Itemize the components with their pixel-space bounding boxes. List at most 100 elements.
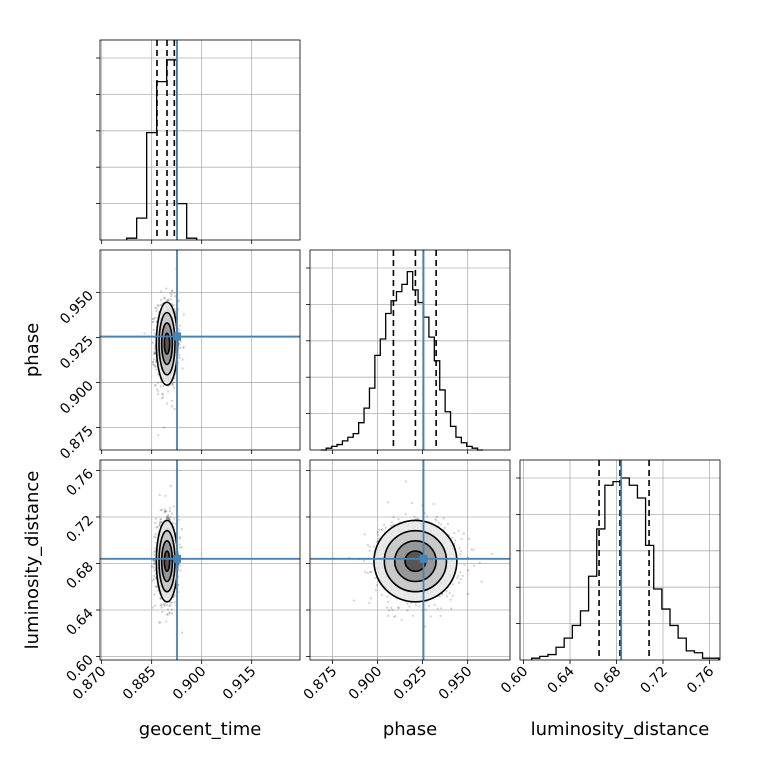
sample-point <box>392 516 395 519</box>
sample-point <box>432 502 435 506</box>
sample-point <box>165 299 168 302</box>
sample-point <box>157 304 160 308</box>
sample-point <box>179 340 182 343</box>
sample-point <box>397 606 400 609</box>
sample-point <box>418 605 421 608</box>
sample-point <box>153 574 156 577</box>
sample-point <box>166 613 169 616</box>
ytick-label-phase-2: 0.925 <box>57 333 97 373</box>
sample-point <box>423 625 427 628</box>
contour-line-0 <box>163 332 171 355</box>
sample-point <box>179 569 182 572</box>
sample-point <box>173 505 176 508</box>
sample-point <box>181 631 184 634</box>
sample-point <box>434 518 437 521</box>
sample-point <box>159 518 162 521</box>
sample-point <box>154 522 157 525</box>
panel-luminosity-distance-hist <box>520 460 720 660</box>
sample-point <box>438 595 442 598</box>
sample-point <box>159 508 162 511</box>
sample-point <box>170 295 173 298</box>
sample-point <box>152 563 155 566</box>
xtick-label-phase-2: 0.925 <box>391 664 431 704</box>
sample-point <box>153 562 156 565</box>
sample-point <box>177 299 181 302</box>
contour-line-1 <box>160 540 174 583</box>
sample-point <box>167 390 170 393</box>
sample-point <box>173 594 176 597</box>
sample-point <box>160 397 163 400</box>
sample-point <box>163 508 166 511</box>
sample-point <box>152 328 155 332</box>
sample-point <box>478 561 481 564</box>
sample-point <box>165 510 168 513</box>
sample-point <box>385 606 389 609</box>
sample-point <box>167 299 170 302</box>
sample-point <box>164 510 167 513</box>
sample-point <box>445 590 448 593</box>
sample-point <box>160 606 163 609</box>
sample-point <box>383 523 386 526</box>
sample-point <box>159 621 162 624</box>
sample-point <box>369 597 372 600</box>
sample-point <box>155 585 158 588</box>
sample-point <box>157 390 160 393</box>
sample-point <box>158 522 161 525</box>
xtick-label-geocent-time-3: 0.915 <box>220 664 260 704</box>
sample-point <box>167 513 170 517</box>
sample-point <box>173 601 176 604</box>
sample-point <box>435 519 438 522</box>
sample-point <box>390 521 393 524</box>
sample-point <box>179 546 182 549</box>
sample-point <box>397 517 400 521</box>
xlabel-phase: phase <box>383 719 437 740</box>
sample-point <box>173 380 176 384</box>
sample-point <box>372 545 376 548</box>
sample-point <box>462 532 465 535</box>
sample-point <box>463 563 466 566</box>
xtick-label-geocent-time-2: 0.900 <box>170 664 210 704</box>
sample-point <box>154 383 157 386</box>
sample-point <box>154 536 157 539</box>
sample-point <box>169 515 172 518</box>
sample-point <box>165 287 168 290</box>
sample-point <box>151 321 154 324</box>
sample-point <box>445 595 448 598</box>
sample-point <box>162 602 165 606</box>
sample-point <box>155 309 158 312</box>
xtick-label-phase-0: 0.875 <box>301 664 341 704</box>
sample-point <box>457 529 460 532</box>
sample-point <box>158 521 162 524</box>
sample-point <box>166 603 169 606</box>
sample-point <box>406 602 409 605</box>
sample-point <box>404 480 407 483</box>
sample-point <box>352 599 355 602</box>
sample-point <box>454 539 457 542</box>
sample-point <box>154 517 157 520</box>
sample-point <box>151 606 154 609</box>
sample-point <box>472 548 475 551</box>
sample-point <box>169 603 172 607</box>
sample-point <box>160 517 163 521</box>
sample-point <box>451 594 455 597</box>
sample-point <box>157 393 160 396</box>
sample-point <box>461 574 464 577</box>
sample-point <box>393 615 396 618</box>
sample-point <box>154 384 157 387</box>
sample-point <box>157 433 160 437</box>
sample-point <box>366 571 369 574</box>
sample-point <box>178 564 182 567</box>
sample-point <box>153 593 156 596</box>
sample-point <box>151 361 155 364</box>
sample-point <box>384 526 387 529</box>
sample-point <box>375 540 378 543</box>
xtick-label-luminosity-distance-3: 0.72 <box>637 664 670 697</box>
sample-point <box>439 523 443 526</box>
sample-point <box>408 605 411 608</box>
sample-point <box>167 298 170 301</box>
sample-point <box>174 295 177 298</box>
sample-point <box>161 393 164 396</box>
sample-point <box>363 533 366 536</box>
sample-point <box>366 543 369 547</box>
